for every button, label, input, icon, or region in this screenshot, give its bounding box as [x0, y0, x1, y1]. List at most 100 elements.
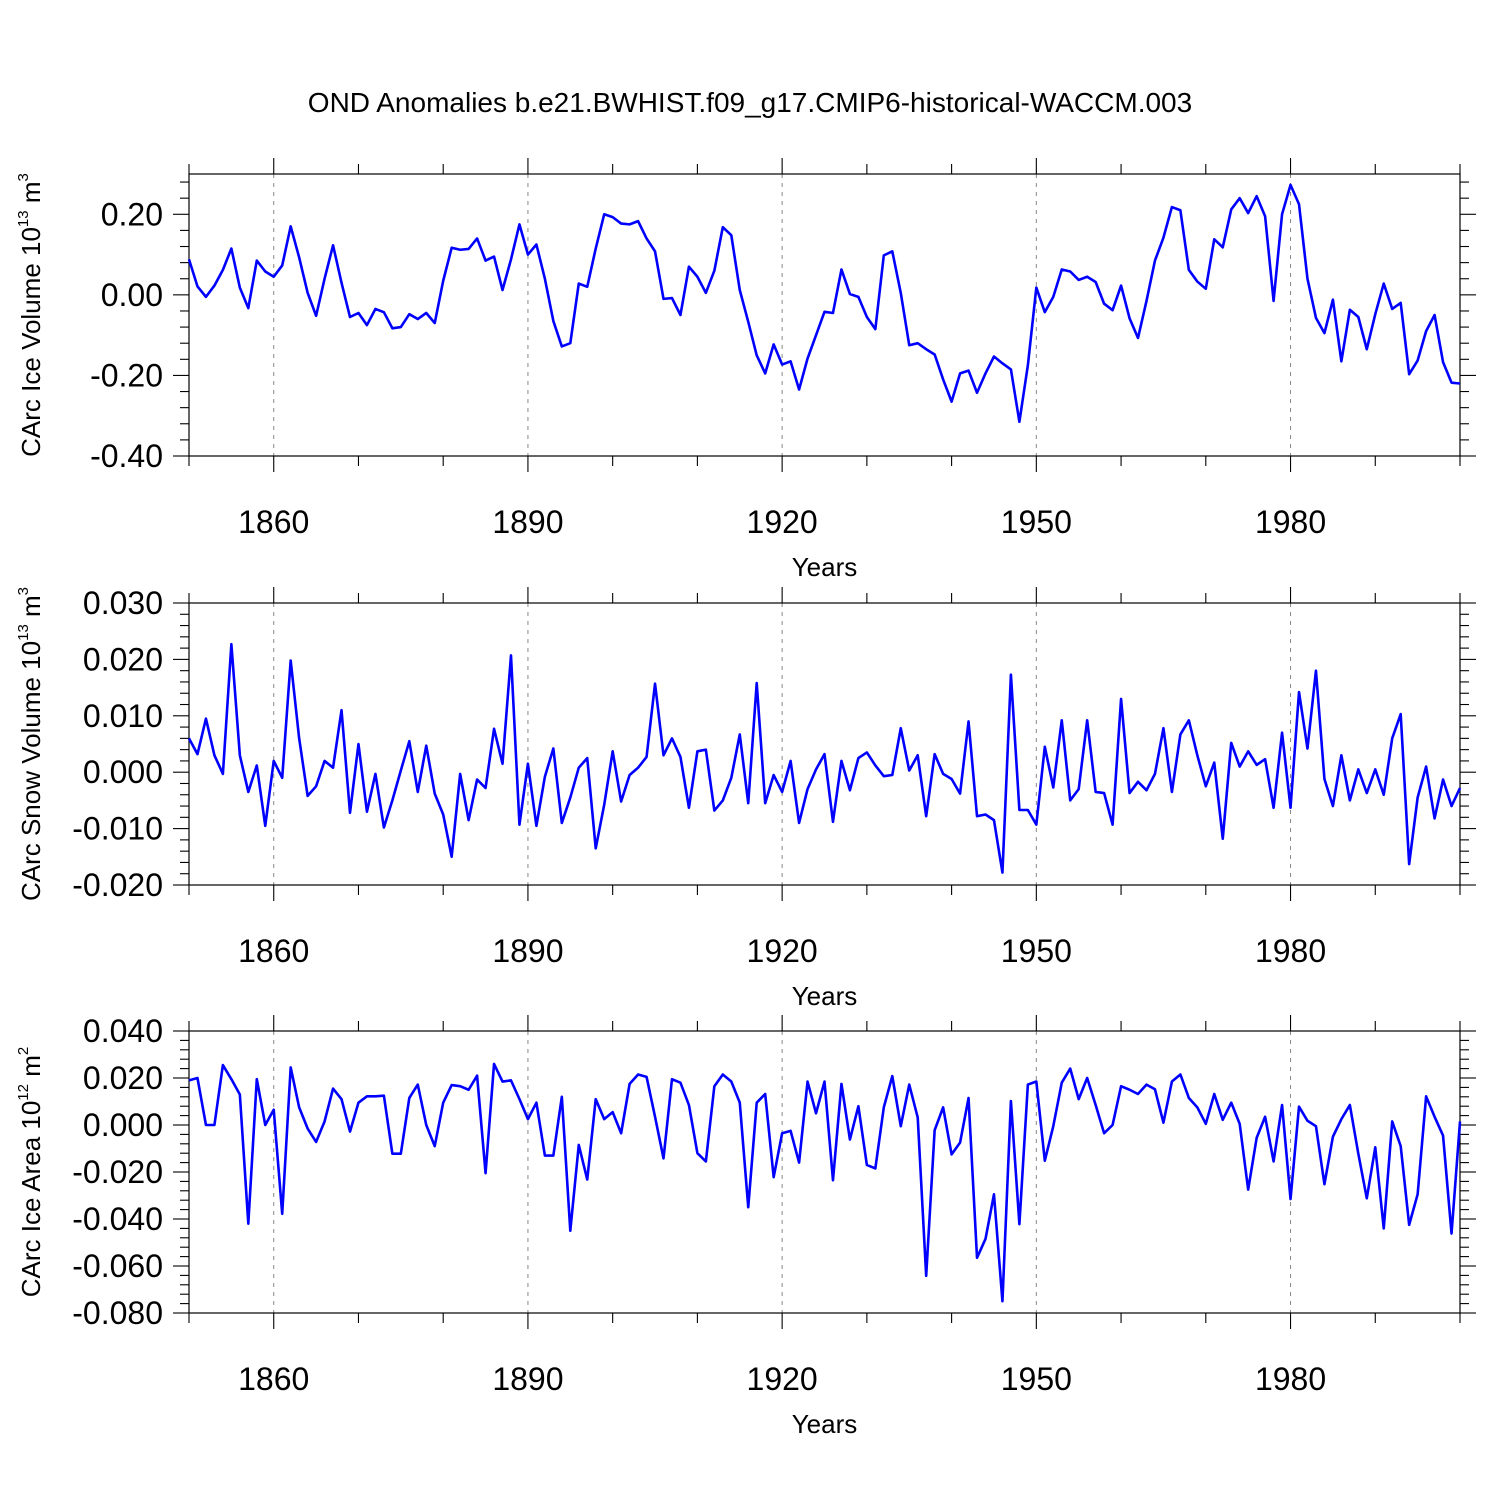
data-point [1120, 1085, 1122, 1087]
plot-frame [188, 602, 1461, 886]
data-point [1163, 237, 1165, 239]
data-point [1197, 754, 1199, 756]
data-point [222, 773, 224, 775]
data-point [781, 1132, 783, 1134]
data-point [1036, 824, 1038, 826]
data-point [756, 1102, 758, 1104]
data-point [832, 312, 834, 314]
data-point [663, 754, 665, 756]
data-point [1061, 720, 1063, 722]
data-point [773, 1176, 775, 1178]
data-point [425, 745, 427, 747]
data-point [1374, 313, 1376, 315]
data-point [248, 791, 250, 793]
data-point [968, 1097, 970, 1099]
data-point [1239, 1123, 1241, 1125]
data-point [307, 795, 309, 797]
data-point [1112, 824, 1114, 826]
data-point [815, 769, 817, 771]
data-point [1213, 1093, 1215, 1095]
data-point [595, 848, 597, 850]
data-point [315, 786, 317, 788]
data-point [493, 1063, 495, 1065]
data-point [188, 259, 190, 261]
data-point [417, 318, 419, 320]
data-point [1222, 838, 1224, 840]
data-point [586, 757, 588, 759]
y-axis-label-unit-exponent: 3 [15, 587, 32, 595]
data-point [1324, 332, 1326, 334]
y-tick-label: -0.020 [72, 867, 163, 903]
series-points [188, 1063, 1461, 1302]
data-point [807, 788, 809, 790]
y-tick-label: 0.030 [83, 585, 163, 621]
data-point [205, 718, 207, 720]
data-point [1188, 1097, 1190, 1099]
data-point [1281, 732, 1283, 734]
data-point [891, 1075, 893, 1077]
data-point [1366, 792, 1368, 794]
data-point [908, 344, 910, 346]
data-point [1256, 195, 1258, 197]
data-point [858, 757, 860, 759]
data-point [264, 271, 266, 273]
data-point [434, 322, 436, 324]
data-point [476, 779, 478, 781]
data-point [476, 1075, 478, 1077]
data-point [781, 364, 783, 366]
data-point [485, 1172, 487, 1174]
y-tick-label: -0.060 [72, 1248, 163, 1284]
data-point [1281, 213, 1283, 215]
data-point [1349, 309, 1351, 311]
data-point [1442, 361, 1444, 363]
x-tick-label: 1950 [1001, 1361, 1072, 1397]
data-point [205, 1124, 207, 1126]
data-point [578, 283, 580, 285]
data-point [1146, 300, 1148, 302]
series-points [188, 184, 1461, 422]
x-tick-label: 1920 [747, 504, 818, 540]
data-point [468, 1089, 470, 1091]
x-tick-label: 1920 [747, 1361, 818, 1397]
data-point [290, 1067, 292, 1069]
data-point [586, 1179, 588, 1181]
data-point [824, 1081, 826, 1083]
data-point [1019, 421, 1021, 423]
data-point [214, 754, 216, 756]
data-point [1290, 184, 1292, 186]
data-point [392, 800, 394, 802]
data-point [307, 1128, 309, 1130]
data-point [1434, 314, 1436, 316]
data-point [815, 334, 817, 336]
data-point [485, 787, 487, 789]
data-point [281, 1213, 283, 1215]
data-point [1180, 1074, 1182, 1076]
data-point [290, 660, 292, 662]
data-point [917, 754, 919, 756]
data-point [739, 734, 741, 736]
data-point [493, 728, 495, 730]
data-point [409, 740, 411, 742]
data-point [459, 773, 461, 775]
data-point [1171, 791, 1173, 793]
data-point [1171, 206, 1173, 208]
x-tick-label: 1890 [492, 504, 563, 540]
y-tick-label: 0.040 [83, 1013, 163, 1049]
data-point [205, 296, 207, 298]
data-point [968, 721, 970, 723]
data-point [1273, 300, 1275, 302]
x-tick-label: 1980 [1255, 933, 1326, 969]
data-point [1137, 781, 1139, 783]
data-point [603, 213, 605, 215]
x-tick-label: 1980 [1255, 504, 1326, 540]
data-point [1281, 1104, 1283, 1106]
data-point [959, 793, 961, 795]
data-point [349, 1131, 351, 1133]
data-point [705, 1161, 707, 1163]
data-point [248, 307, 250, 309]
data-point [1341, 1118, 1343, 1120]
data-point [188, 738, 190, 740]
data-point [468, 248, 470, 250]
data-point [612, 1111, 614, 1113]
data-point [527, 254, 529, 256]
